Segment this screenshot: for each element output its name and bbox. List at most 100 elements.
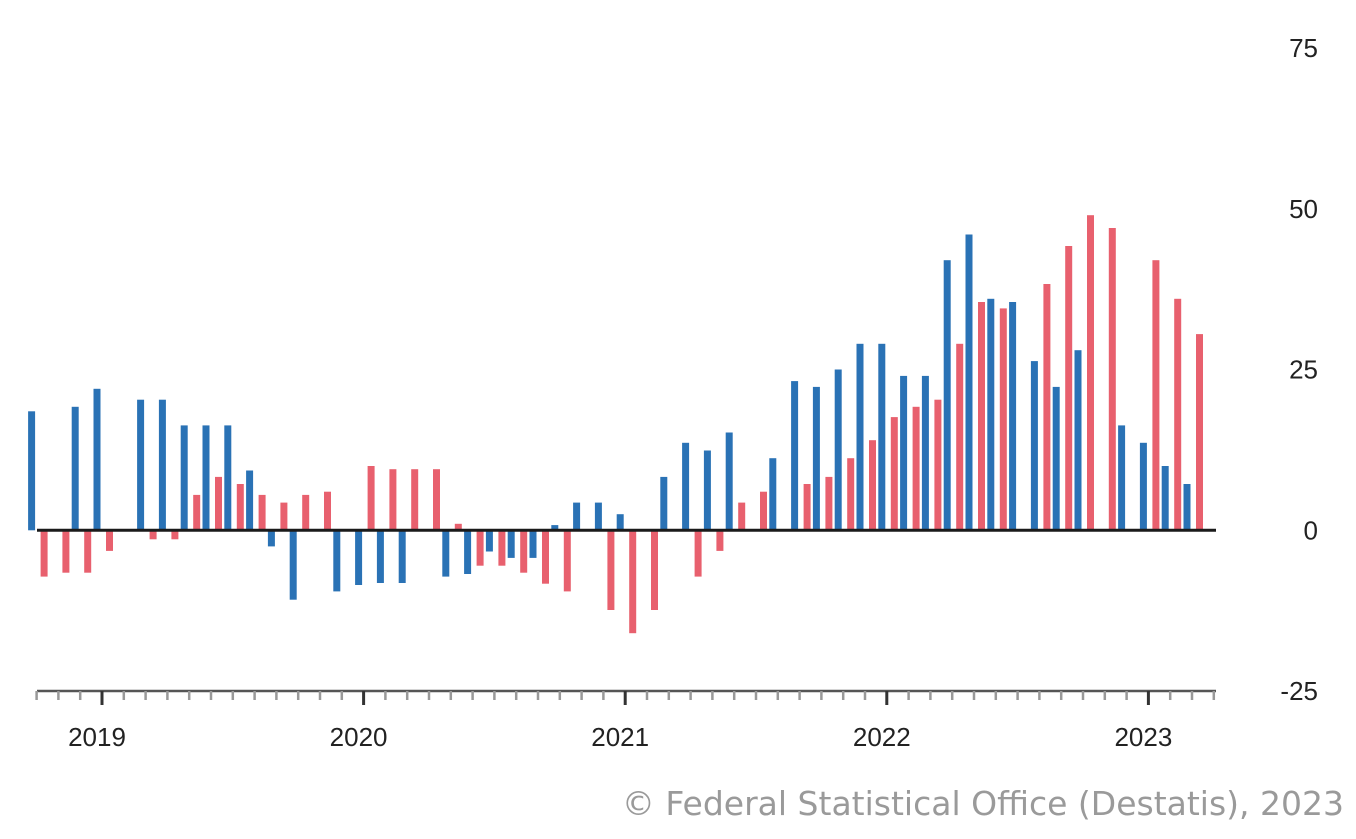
bar: [1030, 361, 1038, 531]
copyright-credit: © Federal Statistical Office (Destatis),…: [621, 784, 1344, 823]
bar: [856, 343, 864, 531]
bar: [106, 530, 113, 551]
bar: [28, 411, 36, 531]
bar: [84, 530, 92, 573]
bar: [529, 530, 537, 558]
bar: [302, 494, 310, 531]
bar: [943, 260, 951, 531]
bar: [507, 530, 515, 558]
bar: [834, 369, 842, 531]
x-tick-label: 2022: [853, 722, 911, 752]
bar: [1009, 302, 1017, 531]
bar: [563, 530, 571, 592]
bar: [573, 502, 581, 531]
bar: [791, 381, 799, 531]
bar: [1161, 466, 1169, 531]
bar: [258, 494, 266, 531]
bar: [520, 530, 528, 573]
bar: [367, 466, 375, 531]
bar: [71, 406, 79, 531]
bar: [594, 502, 602, 531]
bar: [878, 343, 886, 531]
bar: [999, 308, 1007, 531]
bar: [376, 530, 384, 583]
bar: [236, 484, 244, 531]
bar: [202, 425, 210, 531]
bar: [651, 530, 658, 610]
x-tick-label: 2020: [330, 722, 388, 752]
bar: [1196, 334, 1203, 531]
bar: [738, 502, 746, 531]
bar: [607, 530, 615, 610]
y-tick-label: 75: [1289, 33, 1318, 63]
bar: [987, 298, 995, 531]
bar: [921, 375, 929, 531]
bar: [703, 450, 711, 531]
bar: [215, 476, 222, 531]
bar: [716, 530, 724, 551]
bar: [1139, 442, 1147, 531]
bar: [62, 530, 70, 573]
bar: [40, 530, 48, 577]
bar: [847, 458, 855, 531]
bar: [485, 530, 493, 552]
bar: [1052, 386, 1060, 531]
bar: [934, 399, 942, 531]
bar: [180, 425, 188, 531]
bar: [956, 343, 964, 531]
bar: [725, 432, 733, 531]
bar: [542, 530, 549, 584]
bar: [137, 399, 145, 531]
bar: [1043, 284, 1051, 531]
bar: [890, 417, 898, 531]
bar: [1108, 228, 1116, 531]
x-tick-label: 2021: [591, 722, 649, 752]
bar: [224, 425, 232, 531]
x-tick-label: 2023: [1114, 722, 1172, 752]
bar: [660, 476, 668, 531]
label-layer: 75 50 25 0 -25 2019 2020 2021 2022 2023: [68, 33, 1318, 752]
bar-chart: 75 50 25 0 -25 2019 2020 2021 2022 2023: [28, 33, 1318, 752]
bar: [1074, 350, 1082, 531]
bar: [398, 530, 406, 583]
bar: [869, 440, 876, 531]
bar: [476, 530, 484, 566]
bar: [442, 530, 450, 577]
bar: [1118, 425, 1126, 531]
bar: [389, 469, 397, 531]
bar: [1174, 298, 1182, 531]
y-tick-label: -25: [1280, 676, 1318, 706]
bar: [825, 476, 833, 531]
y-tick-label: 0: [1304, 515, 1318, 545]
bar: [324, 491, 331, 531]
bar: [1183, 484, 1191, 531]
series-2: [40, 215, 1203, 634]
bar: [616, 514, 624, 531]
bar: [551, 525, 559, 531]
bar: [812, 386, 820, 531]
bar: [629, 530, 637, 634]
bar: [93, 388, 101, 531]
bar: [454, 523, 462, 531]
bar: [355, 530, 363, 585]
bar: [193, 494, 201, 531]
bar: [912, 406, 920, 531]
series-layer: [28, 215, 1203, 634]
bar: [769, 458, 777, 531]
bar: [1087, 215, 1094, 531]
axis-layer: [35, 528, 1216, 705]
y-tick-label: 25: [1289, 355, 1318, 385]
bar: [1152, 260, 1160, 531]
bar: [978, 302, 985, 531]
series-1: [28, 234, 1191, 600]
bar: [464, 530, 472, 574]
bar: [1065, 246, 1073, 531]
bar: [333, 530, 341, 592]
bar: [965, 234, 973, 531]
bar: [171, 530, 179, 540]
bar: [246, 470, 254, 531]
x-tick-label: 2019: [68, 722, 126, 752]
bar: [694, 530, 702, 577]
bar: [682, 442, 690, 531]
bar: [149, 530, 157, 540]
